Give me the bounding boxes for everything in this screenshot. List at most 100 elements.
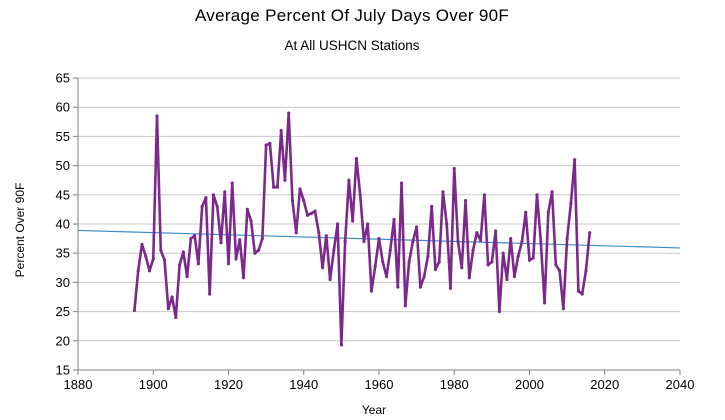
data-point: [136, 269, 140, 273]
chart-subtitle: At All USHCN Stations: [284, 38, 419, 53]
data-point: [260, 237, 264, 241]
data-point: [550, 190, 554, 194]
data-point: [561, 307, 565, 311]
data-point: [430, 204, 434, 209]
data-point: [512, 274, 517, 279]
data-point: [358, 193, 362, 197]
data-point: [275, 185, 280, 189]
tick-labels: 15 20 25 30 35 40 45 50 55 60 65 1880 1900 1920 1940 19…: [56, 71, 695, 393]
data-point: [399, 181, 404, 185]
x-axis-label: Year: [362, 403, 386, 417]
data-point: [320, 266, 325, 270]
data-point: [426, 254, 430, 258]
data-point: [396, 285, 400, 289]
data-point: [482, 193, 486, 197]
data-point: [373, 264, 377, 268]
gridlines: [78, 77, 680, 371]
data-point: [230, 181, 234, 185]
data-point: [140, 242, 144, 247]
data-point: [531, 256, 535, 260]
data-point: [411, 239, 415, 244]
data-point: [347, 178, 351, 182]
x-tick-label: 2040: [666, 377, 695, 392]
data-point: [516, 254, 520, 258]
data-point: [313, 209, 317, 213]
y-tick-label: 30: [56, 275, 70, 290]
data-point: [132, 308, 137, 313]
data-point: [162, 258, 167, 262]
y-tick-label: 35: [56, 246, 70, 261]
data-point: [264, 143, 268, 147]
y-tick-label: 50: [56, 158, 70, 173]
data-point: [509, 237, 513, 241]
data-point: [542, 301, 547, 305]
data-point: [234, 257, 238, 261]
data-point: [290, 199, 295, 203]
data-point: [584, 269, 588, 273]
y-tick-label: 40: [56, 217, 70, 232]
data-point: [302, 199, 306, 203]
data-point: [332, 248, 336, 252]
y-axis-label: Percent Over 90F: [13, 183, 27, 278]
data-point: [520, 239, 524, 244]
data-point: [170, 295, 174, 299]
data-point: [448, 286, 453, 290]
data-point: [501, 251, 505, 255]
data-point: [328, 277, 332, 282]
data-point: [407, 260, 411, 264]
data-point: [403, 304, 407, 308]
x-tick-label: 1920: [214, 377, 243, 392]
data-point: [181, 250, 185, 254]
data-point: [343, 239, 347, 244]
data-point: [279, 128, 283, 133]
x-tick-label: 1940: [289, 377, 318, 392]
data-point: [305, 213, 310, 217]
data-point: [185, 274, 189, 279]
data-point: [381, 260, 385, 264]
data-point: [467, 276, 471, 280]
data-point: [245, 207, 249, 211]
data-point: [339, 343, 343, 347]
data-point: [211, 193, 216, 197]
data-point: [226, 262, 231, 266]
data-point: [351, 219, 355, 223]
data-point: [362, 239, 366, 244]
data-point: [283, 178, 287, 182]
data-point: [539, 239, 543, 244]
data-point: [471, 248, 475, 252]
data-point: [155, 114, 159, 118]
data-point: [177, 263, 182, 267]
data-point: [546, 210, 550, 214]
x-tick-label: 1900: [139, 377, 168, 392]
data-point: [475, 231, 479, 235]
data-point: [384, 274, 389, 279]
data-point: [147, 269, 152, 273]
data-point: [253, 251, 257, 255]
data-point: [272, 185, 276, 189]
data-point: [415, 225, 419, 229]
data-point: [215, 204, 219, 209]
series: [77, 111, 681, 347]
data-point: [159, 248, 163, 252]
data-point: [241, 276, 246, 280]
y-tick-label: 60: [56, 100, 70, 115]
data-point: [573, 158, 577, 162]
y-tick-label: 65: [56, 71, 70, 86]
data-point: [369, 289, 374, 293]
data-point: [433, 267, 438, 272]
data-point: [524, 210, 528, 214]
data-point: [193, 234, 197, 238]
data-point: [189, 237, 193, 241]
data-point: [554, 263, 558, 267]
data-point: [527, 258, 532, 262]
chart-title: Average Percent Of July Days Over 90F: [195, 6, 509, 25]
series-line: [133, 111, 592, 347]
x-tick-label: 2000: [515, 377, 544, 392]
data-point: [196, 262, 200, 266]
data-point: [354, 156, 359, 161]
data-point: [558, 269, 562, 273]
data-point: [490, 260, 494, 264]
data-point: [294, 231, 298, 235]
data-point: [366, 222, 370, 226]
